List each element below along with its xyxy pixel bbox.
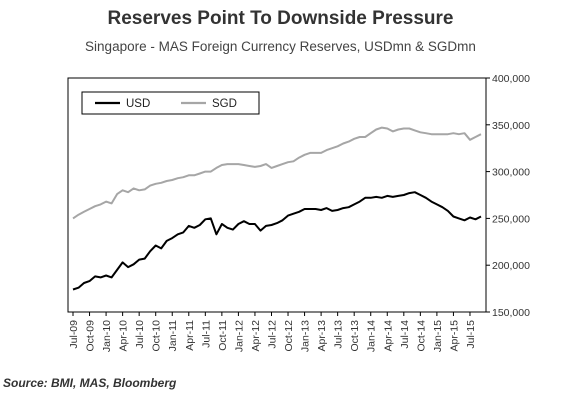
x-tick-label: Jan-12 (233, 320, 245, 352)
y-axis: 150,000 200,000 250,000 300,000 350,000 400,0… (486, 73, 530, 319)
x-tick-label: Jul-13 (333, 320, 345, 349)
x-tick-label: Apr-15 (448, 320, 460, 352)
legend: USD SGD (81, 91, 260, 115)
x-tick-label: Apr-13 (316, 320, 328, 352)
x-tick-label: Oct-10 (151, 320, 163, 352)
plot-frame (67, 77, 487, 313)
x-tick-label: Jan-11 (167, 320, 179, 351)
x-tick-label: Oct-13 (349, 320, 361, 352)
plot-area (67, 77, 487, 313)
x-axis: Jul-09 Oct-09 Jan-10 Apr-10 Jul-10 Oct-10 Jan-… (68, 312, 477, 352)
series-line-usd (72, 191, 482, 291)
x-tick-label: Oct-14 (415, 320, 427, 352)
x-tick-label: Jul-15 (465, 320, 477, 349)
legend-label-sgd: SGD (212, 98, 237, 110)
x-tick-label: Apr-10 (118, 320, 130, 352)
y-tick-label: 250,000 (492, 213, 530, 225)
chart-title: Reserves Point To Downside Pressure (107, 8, 454, 29)
x-tick-label: Jul-12 (266, 320, 278, 349)
x-tick-label: Oct-09 (85, 320, 97, 352)
series-layer (72, 126, 482, 291)
x-tick-label: Apr-11 (184, 320, 196, 351)
chart-subtitle: Singapore - MAS Foreign Currency Reserve… (85, 39, 476, 54)
y-tick-label: 400,000 (492, 73, 530, 85)
x-tick-label: Apr-12 (250, 320, 262, 352)
x-tick-label: Jan-13 (300, 320, 312, 352)
legend-label-usd: USD (126, 98, 150, 110)
y-tick-label: 300,000 (492, 167, 530, 179)
x-tick-label: Jan-15 (432, 320, 444, 352)
y-tick-label: 200,000 (492, 260, 530, 272)
x-tick-label: Jul-11 (200, 320, 212, 348)
source-note: Source: BMI, MAS, Bloomberg (3, 376, 177, 390)
x-tick-label: Jul-14 (399, 320, 411, 349)
x-tick-label: Jul-09 (68, 320, 80, 349)
x-tick-label: Apr-14 (382, 320, 394, 352)
x-tick-label: Jan-14 (366, 320, 378, 352)
legend-box (81, 91, 260, 115)
x-tick-label: Jul-10 (134, 320, 146, 349)
series-line-sgd (72, 126, 482, 220)
y-tick-label: 350,000 (492, 120, 530, 132)
x-tick-label: Oct-11 (217, 320, 229, 351)
x-tick-label: Oct-12 (283, 320, 295, 352)
y-tick-label: 150,000 (492, 307, 530, 319)
x-tick-label: Jan-10 (101, 320, 113, 352)
